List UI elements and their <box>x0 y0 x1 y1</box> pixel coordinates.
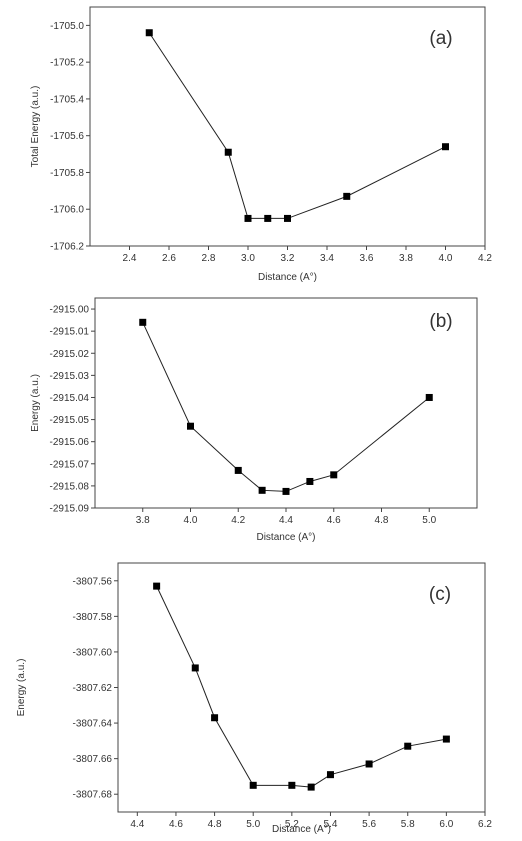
series-line <box>156 585 447 788</box>
y-tick-label: -2915.08 <box>50 481 90 492</box>
y-tick-label: -3807.68 <box>73 790 113 801</box>
data-point <box>234 466 242 474</box>
x-tick-label: 3.6 <box>360 253 374 264</box>
x-tick-label: 4.0 <box>439 253 453 264</box>
x-tick-label: 4.8 <box>208 819 222 830</box>
x-tick-label: 3.2 <box>281 253 295 264</box>
data-point <box>264 214 272 222</box>
y-tick-label: -2915.03 <box>50 371 90 382</box>
x-tick-label: 6.0 <box>439 819 453 830</box>
x-tick-label: 5.8 <box>401 819 415 830</box>
x-tick-label: 2.4 <box>123 253 137 264</box>
y-tick-label: -3807.58 <box>73 612 113 623</box>
panel-label: (a) <box>429 28 452 49</box>
y-axis-title: Energy (a.u.) <box>16 659 27 717</box>
data-point <box>425 393 433 401</box>
x-tick-label: 2.8 <box>202 253 216 264</box>
y-tick-label: -1706.2 <box>50 242 84 253</box>
x-tick-label: 4.4 <box>130 819 144 830</box>
x-tick-label: 3.4 <box>320 253 334 264</box>
y-tick-label: -1705.0 <box>50 21 84 32</box>
x-tick-label: 5.2 <box>285 819 299 830</box>
y-tick-label: -3807.66 <box>73 754 113 765</box>
y-axis-title: Energy (a.u.) <box>30 374 41 432</box>
data-point <box>306 477 314 485</box>
data-point <box>307 783 315 791</box>
series-line <box>142 322 430 492</box>
y-tick-label: -2915.09 <box>50 504 90 515</box>
x-tick-label: 4.6 <box>169 819 183 830</box>
plot-frame <box>94 297 478 509</box>
y-tick-label: -1705.8 <box>50 168 84 179</box>
data-point <box>153 582 161 590</box>
y-tick-label: -3807.60 <box>73 647 113 658</box>
plot-frame <box>89 6 486 247</box>
data-point <box>139 318 147 326</box>
x-tick-label: 5.0 <box>422 515 436 526</box>
y-tick-label: -1705.2 <box>50 58 84 69</box>
x-tick-label: 2.6 <box>162 253 176 264</box>
data-point <box>284 214 291 222</box>
x-tick-label: 3.8 <box>136 515 150 526</box>
data-point <box>244 214 252 222</box>
x-tick-label: 4.2 <box>231 515 245 526</box>
data-point <box>326 771 334 779</box>
y-axis-title: Total Energy (a.u.) <box>30 86 41 168</box>
data-point <box>442 143 449 151</box>
y-tick-label: -2915.01 <box>50 327 90 338</box>
data-point <box>343 192 351 200</box>
y-tick-label: -2915.05 <box>50 415 90 426</box>
x-tick-label: 3.8 <box>399 253 413 264</box>
data-point <box>404 742 412 750</box>
panel-label: (b) <box>429 311 452 332</box>
x-axis-title: Distance (A°) <box>272 824 331 835</box>
y-tick-label: -1705.6 <box>50 131 84 142</box>
x-tick-label: 4.0 <box>184 515 198 526</box>
y-tick-label: -2915.02 <box>50 349 90 360</box>
panel-label: (c) <box>429 584 451 605</box>
data-point <box>224 148 232 156</box>
x-tick-label: 4.6 <box>327 515 341 526</box>
data-point <box>145 29 153 37</box>
data-point <box>249 781 257 789</box>
y-tick-label: -1705.4 <box>50 94 84 105</box>
data-point <box>191 664 199 672</box>
x-tick-label: 4.8 <box>375 515 389 526</box>
data-point <box>211 714 219 722</box>
y-tick-label: -3807.56 <box>73 576 113 587</box>
x-tick-label: 6.2 <box>478 819 492 830</box>
x-tick-label: 4.4 <box>279 515 293 526</box>
data-point <box>330 471 338 479</box>
y-tick-label: -1706.0 <box>50 205 84 216</box>
data-point <box>258 486 266 494</box>
x-axis-title: Distance (A°) <box>258 272 317 283</box>
x-tick-label: 5.4 <box>324 819 338 830</box>
x-axis-title: Distance (A°) <box>256 532 315 543</box>
series-line <box>148 32 446 219</box>
x-tick-label: 4.2 <box>478 253 492 264</box>
data-point <box>442 735 450 743</box>
y-tick-label: -2915.04 <box>50 393 90 404</box>
data-point <box>288 781 296 789</box>
y-tick-label: -2915.00 <box>50 305 90 316</box>
y-tick-label: -2915.06 <box>50 437 90 448</box>
y-tick-label: -3807.62 <box>73 683 113 694</box>
data-point <box>282 487 290 495</box>
y-tick-label: -2915.07 <box>50 459 90 470</box>
data-point <box>365 760 373 768</box>
x-tick-label: 5.6 <box>362 819 376 830</box>
y-tick-label: -3807.64 <box>73 719 113 730</box>
x-tick-label: 3.0 <box>241 253 255 264</box>
data-point <box>187 422 194 430</box>
x-tick-label: 5.0 <box>246 819 260 830</box>
